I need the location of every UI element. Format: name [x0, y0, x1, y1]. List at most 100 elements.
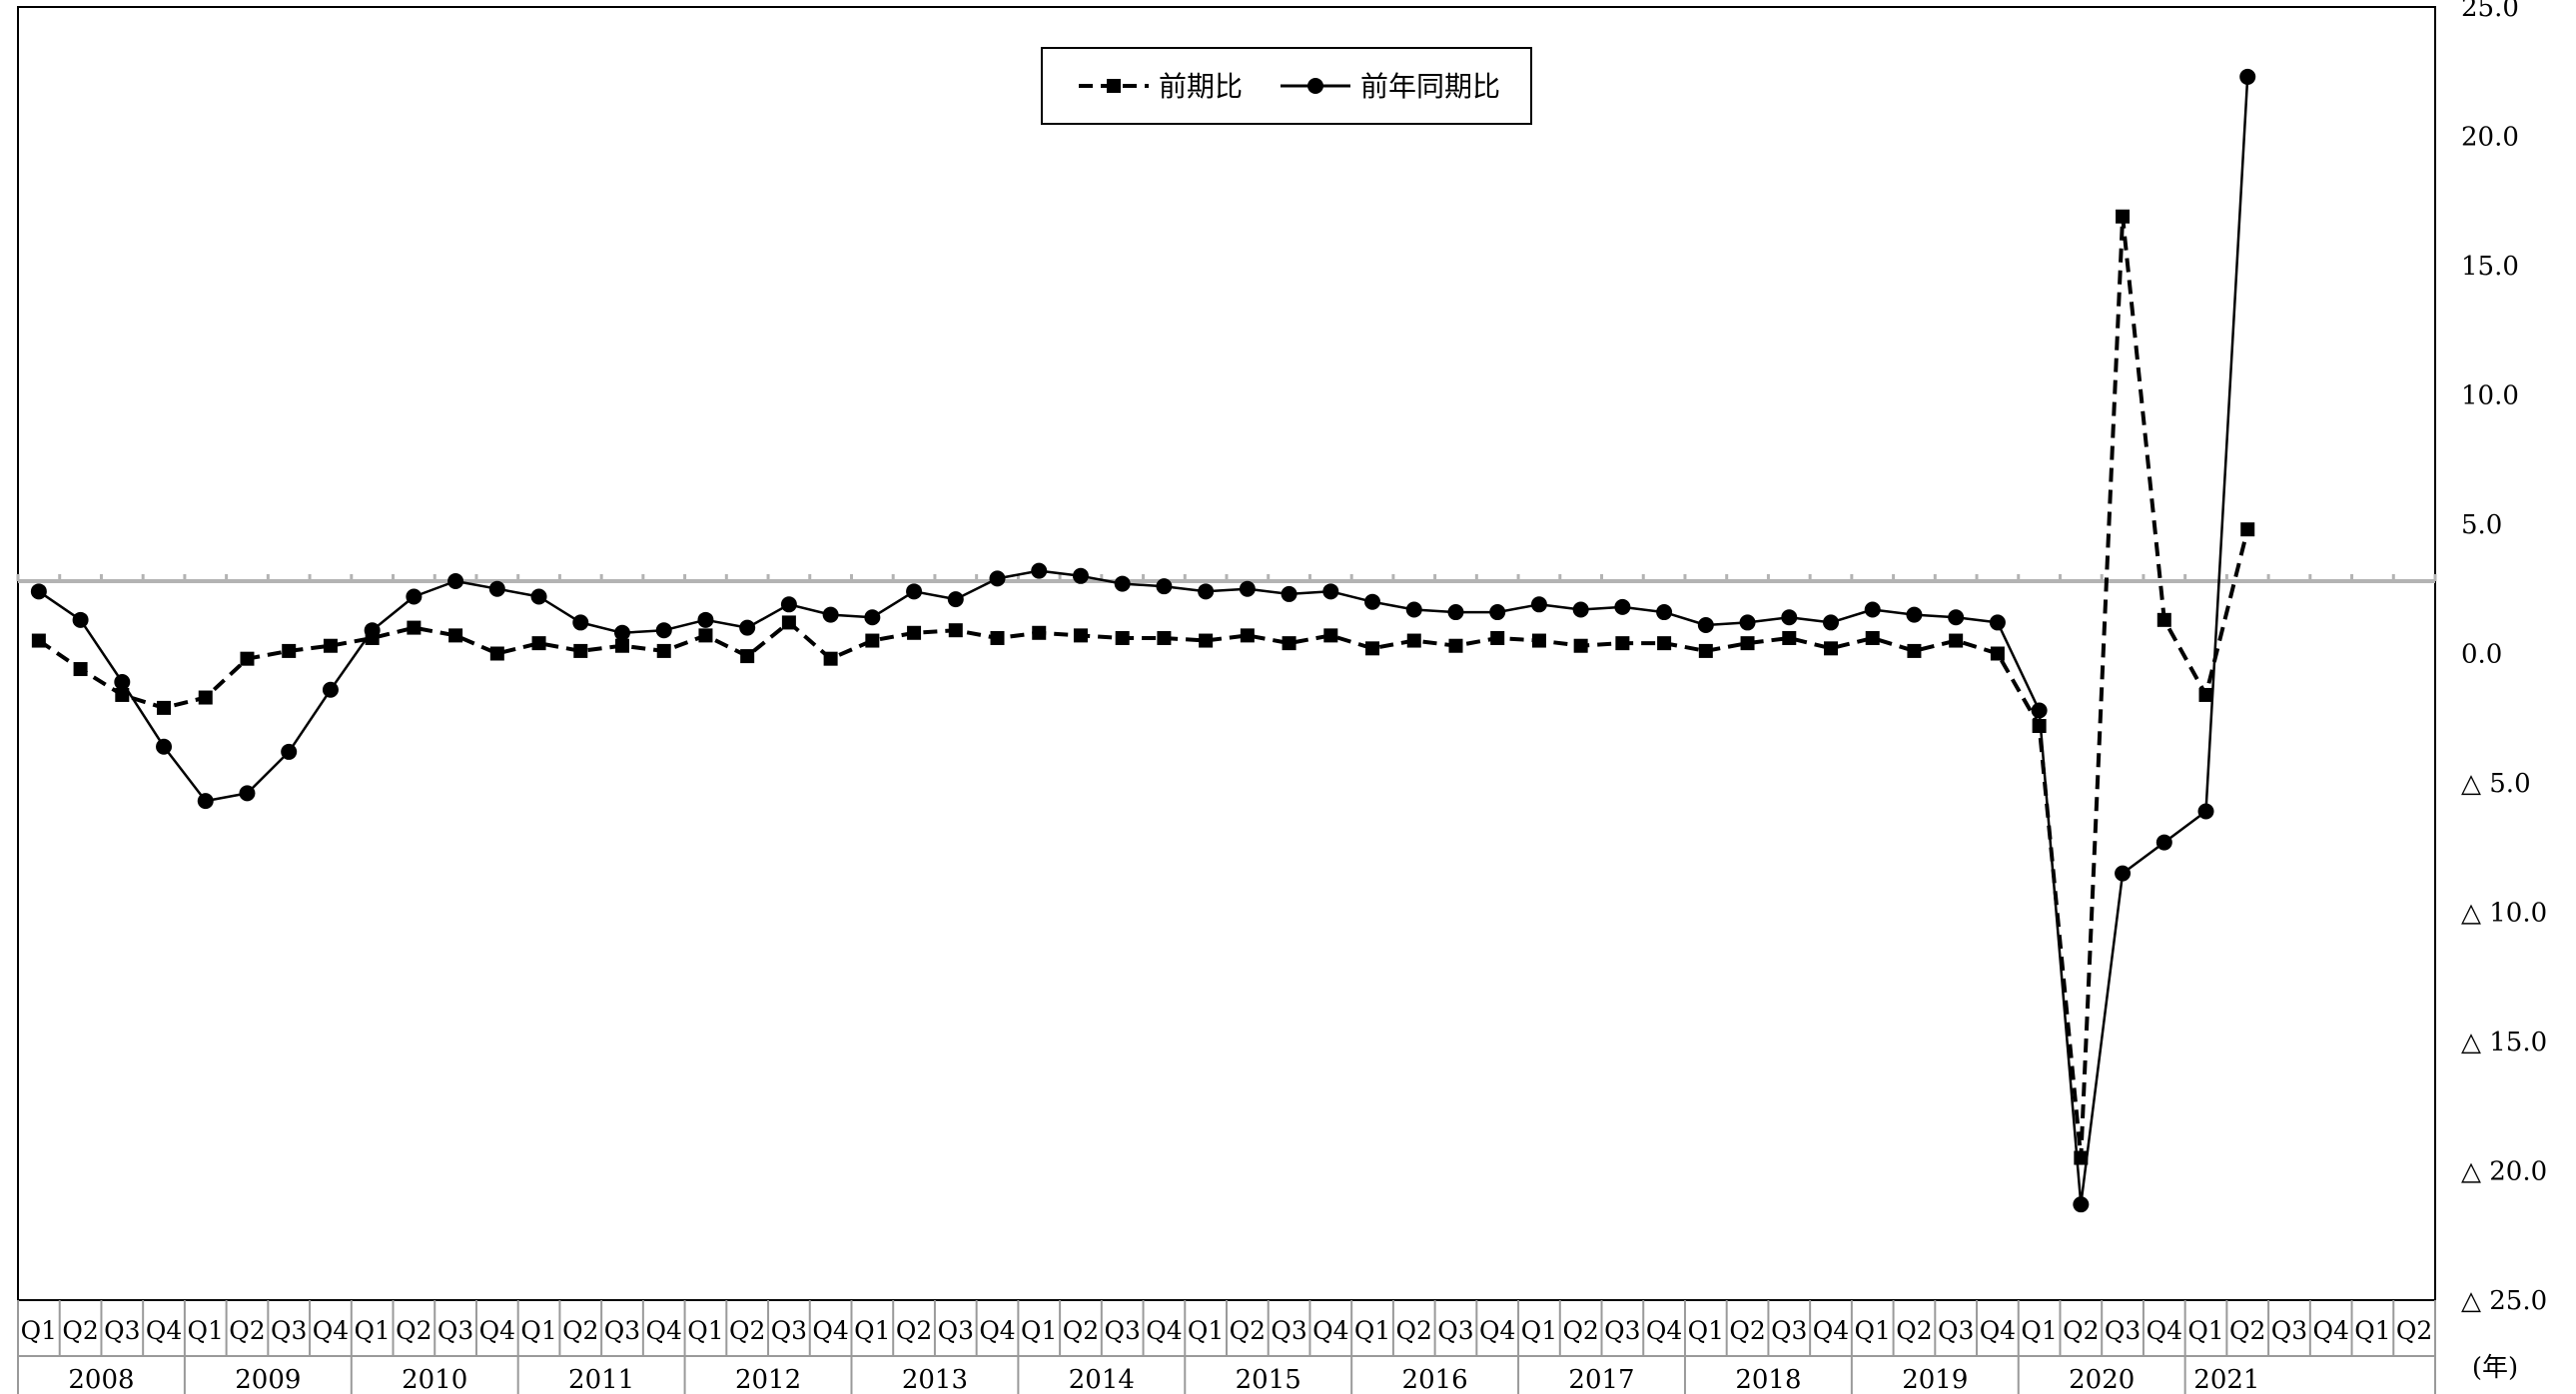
- x-tick-quarter-label: Q2: [1063, 1316, 1099, 1345]
- x-tick-year-label: 2021: [2193, 1365, 2259, 1394]
- x-tick-quarter-label: Q1: [1021, 1316, 1057, 1345]
- data-point-year-on-year: [1031, 562, 1048, 579]
- data-point-year-on-year: [1447, 604, 1464, 621]
- x-tick-quarter-label: Q3: [1271, 1316, 1306, 1345]
- x-tick-quarter-label: Q2: [229, 1316, 265, 1345]
- data-point-quarter-on-quarter: [2032, 719, 2047, 734]
- data-point-quarter-on-quarter: [656, 643, 671, 658]
- data-point-year-on-year: [406, 588, 423, 605]
- y-tick-label: △ 10.0: [2461, 899, 2547, 929]
- x-tick-quarter-label: Q3: [271, 1316, 307, 1345]
- data-point-year-on-year: [739, 619, 756, 636]
- data-point-year-on-year: [864, 609, 881, 626]
- x-tick-quarter-label: Q1: [1855, 1316, 1891, 1345]
- x-tick-year-label: 2009: [235, 1365, 301, 1394]
- x-tick-quarter-label: Q2: [2229, 1316, 2265, 1345]
- data-point-quarter-on-quarter: [1240, 628, 1255, 643]
- y-tick-label: △ 15.0: [2461, 1028, 2547, 1057]
- x-tick-quarter-label: Q2: [1396, 1316, 1432, 1345]
- x-tick-quarter-label: Q2: [62, 1316, 98, 1345]
- data-point-year-on-year: [1948, 609, 1965, 626]
- legend-square-marker-icon: [1107, 79, 1121, 93]
- series-layer: [30, 68, 2256, 1213]
- x-axis-unit-label: (年): [2472, 1353, 2518, 1383]
- x-tick-quarter-label: Q1: [854, 1316, 890, 1345]
- data-point-quarter-on-quarter: [2156, 612, 2171, 627]
- x-tick-year-label: 2013: [902, 1365, 968, 1394]
- x-tick-quarter-label: Q1: [2187, 1316, 2223, 1345]
- data-point-year-on-year: [2115, 865, 2132, 882]
- data-point-year-on-year: [1281, 585, 1297, 602]
- data-point-year-on-year: [1364, 593, 1381, 610]
- x-tick-quarter-label: Q4: [979, 1316, 1015, 1345]
- data-point-year-on-year: [1739, 614, 1756, 631]
- data-point-year-on-year: [447, 572, 464, 589]
- data-point-year-on-year: [530, 588, 547, 605]
- data-point-quarter-on-quarter: [573, 643, 588, 658]
- x-tick-quarter-label: Q4: [1980, 1316, 2016, 1345]
- data-point-quarter-on-quarter: [1657, 636, 1672, 651]
- x-tick-year-label: 2010: [402, 1365, 467, 1394]
- x-tick-quarter-label: Q4: [479, 1316, 515, 1345]
- data-point-year-on-year: [2197, 803, 2214, 820]
- data-point-year-on-year: [1198, 583, 1215, 600]
- x-tick-quarter-label: Q1: [2021, 1316, 2057, 1345]
- data-point-year-on-year: [1072, 567, 1089, 584]
- x-tick-quarter-label: Q3: [104, 1316, 140, 1345]
- x-tick-year-label: 2014: [1069, 1365, 1135, 1394]
- data-point-quarter-on-quarter: [1323, 628, 1338, 643]
- data-point-quarter-on-quarter: [907, 625, 922, 640]
- data-point-quarter-on-quarter: [1406, 633, 1421, 648]
- data-point-quarter-on-quarter: [489, 646, 504, 661]
- data-point-year-on-year: [1656, 604, 1673, 621]
- data-point-quarter-on-quarter: [1698, 643, 1713, 658]
- x-tick-quarter-label: Q4: [812, 1316, 848, 1345]
- data-point-quarter-on-quarter: [2240, 522, 2255, 537]
- data-point-year-on-year: [114, 673, 131, 690]
- x-tick-year-label: 2012: [735, 1365, 801, 1394]
- x-axis: Q1 Q2 Q3 Q4 Q1 Q2 Q3 Q4 Q1 Q2 Q3 Q4 Q1 Q2 Q3 Q4 Q1 Q2 Q3 Q4…: [17, 1300, 2436, 1394]
- data-point-year-on-year: [1989, 614, 2006, 631]
- x-tick-quarter-label: Q2: [1562, 1316, 1598, 1345]
- data-point-quarter-on-quarter: [1157, 630, 1172, 645]
- x-tick-quarter-label: Q3: [604, 1316, 640, 1345]
- x-tick-year-label: 2020: [2069, 1365, 2135, 1394]
- data-point-quarter-on-quarter: [1490, 630, 1505, 645]
- data-point-quarter-on-quarter: [115, 687, 130, 702]
- x-tick-quarter-label: Q1: [520, 1316, 556, 1345]
- x-tick-quarter-label: Q2: [1729, 1316, 1765, 1345]
- data-point-quarter-on-quarter: [2116, 209, 2131, 224]
- data-point-year-on-year: [156, 738, 173, 755]
- data-point-quarter-on-quarter: [740, 649, 755, 664]
- data-point-year-on-year: [822, 606, 839, 623]
- data-point-year-on-year: [239, 785, 256, 802]
- x-tick-quarter-label: Q2: [896, 1316, 932, 1345]
- x-tick-quarter-label: Q3: [437, 1316, 473, 1345]
- x-tick-quarter-label: Q1: [2354, 1316, 2390, 1345]
- data-point-quarter-on-quarter: [198, 690, 213, 705]
- data-point-year-on-year: [614, 624, 630, 641]
- reference-line-ticks: [16, 573, 2437, 581]
- x-tick-quarter-label: Q4: [1312, 1316, 1348, 1345]
- data-point-quarter-on-quarter: [157, 700, 172, 715]
- x-tick-year-label: 2008: [68, 1365, 134, 1394]
- data-point-quarter-on-quarter: [1282, 636, 1296, 651]
- data-point-quarter-on-quarter: [323, 638, 338, 653]
- data-point-year-on-year: [1614, 598, 1631, 615]
- x-tick-quarter-label: Q3: [2105, 1316, 2141, 1345]
- data-point-year-on-year: [322, 681, 339, 698]
- data-point-year-on-year: [1530, 596, 1547, 613]
- x-tick-quarter-label: Q3: [2271, 1316, 2307, 1345]
- data-point-quarter-on-quarter: [781, 615, 796, 630]
- data-point-quarter-on-quarter: [698, 628, 713, 643]
- data-point-quarter-on-quarter: [1824, 641, 1838, 656]
- x-tick-quarter-label: Q2: [2063, 1316, 2099, 1345]
- data-point-year-on-year: [780, 596, 797, 613]
- data-point-year-on-year: [2155, 834, 2172, 851]
- data-point-quarter-on-quarter: [948, 623, 963, 638]
- x-tick-quarter-label: Q1: [188, 1316, 224, 1345]
- legend-circle-marker-icon: [1307, 78, 1323, 94]
- data-point-year-on-year: [364, 622, 381, 639]
- x-tick-quarter-label: Q4: [1813, 1316, 1849, 1345]
